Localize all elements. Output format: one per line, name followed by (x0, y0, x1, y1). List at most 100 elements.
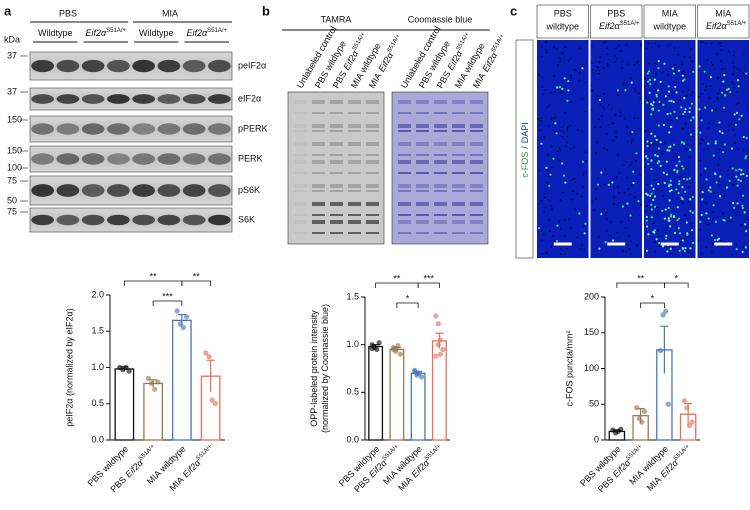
gene-name: Eif2α (85, 28, 107, 38)
cfos-puncta (646, 157, 649, 160)
nucleus (561, 136, 564, 138)
nucleus (629, 132, 632, 135)
nucleus (596, 95, 599, 98)
superscript: S51A/+ (386, 33, 401, 54)
gel-band (452, 220, 465, 224)
superscript: S51A/+ (673, 443, 692, 462)
nucleus (538, 124, 541, 127)
cfos-puncta (701, 198, 704, 201)
cfos-puncta (647, 162, 650, 166)
nucleus (569, 124, 572, 127)
blot-band (107, 94, 130, 104)
kda-marker: 150 (7, 114, 22, 124)
nucleus (606, 62, 609, 65)
nucleus (567, 59, 570, 62)
cfos-puncta (648, 78, 652, 82)
nucleus (711, 64, 714, 66)
cfos-puncta (637, 200, 640, 203)
cfos-puncta (669, 225, 672, 228)
nucleus (611, 123, 613, 125)
nucleus (635, 159, 638, 162)
gel-band (398, 142, 411, 146)
nucleus (737, 102, 739, 105)
cfos-puncta (552, 157, 555, 160)
cfos-puncta (709, 190, 712, 193)
gel-band (330, 190, 343, 192)
cfos-puncta (688, 107, 691, 110)
nucleus (656, 136, 659, 139)
cfos-puncta (657, 109, 660, 112)
cfos-puncta (737, 178, 740, 181)
nucleus (652, 67, 655, 70)
nucleus (735, 214, 738, 216)
blot-band (157, 184, 181, 197)
gel-band (470, 184, 483, 188)
stain-sep: / (520, 146, 530, 149)
nucleus (554, 130, 556, 133)
nucleus (655, 73, 657, 76)
nucleus (706, 58, 709, 61)
cfos-puncta (653, 205, 657, 208)
blot-band (157, 94, 181, 104)
cfos-puncta (668, 149, 671, 152)
cfos-puncta (743, 211, 746, 214)
nucleus (664, 141, 667, 144)
cfos-puncta (705, 178, 708, 181)
nucleus (566, 135, 568, 138)
nucleus (674, 157, 677, 160)
cfos-puncta (722, 106, 726, 109)
nucleus (657, 229, 659, 232)
nucleus (626, 125, 629, 128)
cfos-puncta (566, 99, 569, 102)
nucleus (706, 147, 709, 150)
nucleus (671, 247, 674, 249)
blot-band (107, 59, 130, 73)
nucleus (671, 91, 673, 94)
nucleus (672, 205, 675, 208)
gel-band (312, 100, 325, 104)
nucleus (600, 114, 603, 117)
nucleus (688, 213, 690, 216)
kda-marker: 150 (7, 145, 22, 155)
nucleus (604, 41, 607, 43)
nucleus (702, 139, 704, 142)
group-label: MIA (162, 8, 178, 18)
nucleus (624, 84, 627, 87)
significance-bracket (396, 302, 419, 308)
gel-band (366, 172, 379, 174)
nucleus (656, 242, 658, 245)
cfos-puncta (665, 160, 668, 163)
header-box (697, 4, 750, 39)
gel-band (452, 154, 465, 156)
cfos-puncta (607, 183, 610, 186)
superscript: S51A/+ (620, 21, 640, 27)
nucleus (713, 68, 716, 71)
nucleus (550, 118, 553, 120)
nucleus (732, 73, 735, 76)
cfos-puncta (631, 131, 634, 134)
gene-name: Eif2α (706, 21, 728, 31)
nucleus (543, 210, 546, 213)
data-point (203, 350, 209, 356)
nucleus (743, 242, 746, 244)
gene-name: Eif2α (481, 50, 500, 74)
cfos-puncta (733, 113, 736, 116)
blot-band (182, 94, 206, 104)
cfos-puncta (655, 95, 658, 98)
nucleus (650, 232, 653, 235)
nucleus (678, 116, 681, 118)
label: Eif2αS51A/+ (85, 28, 126, 39)
nucleus (654, 42, 657, 45)
significance-label: * (651, 293, 655, 303)
cfos-puncta (567, 89, 570, 92)
y-tick-label: 1.5 (91, 326, 104, 336)
cfos-puncta (685, 221, 688, 224)
cfos-puncta (683, 97, 686, 100)
header-line2: wildtype (652, 21, 686, 31)
kda-label: kDa (4, 34, 20, 44)
gel-band (348, 190, 361, 192)
nucleus (718, 123, 720, 126)
cfos-puncta (611, 239, 615, 242)
gel-band (312, 184, 325, 188)
gel-band (398, 100, 411, 104)
